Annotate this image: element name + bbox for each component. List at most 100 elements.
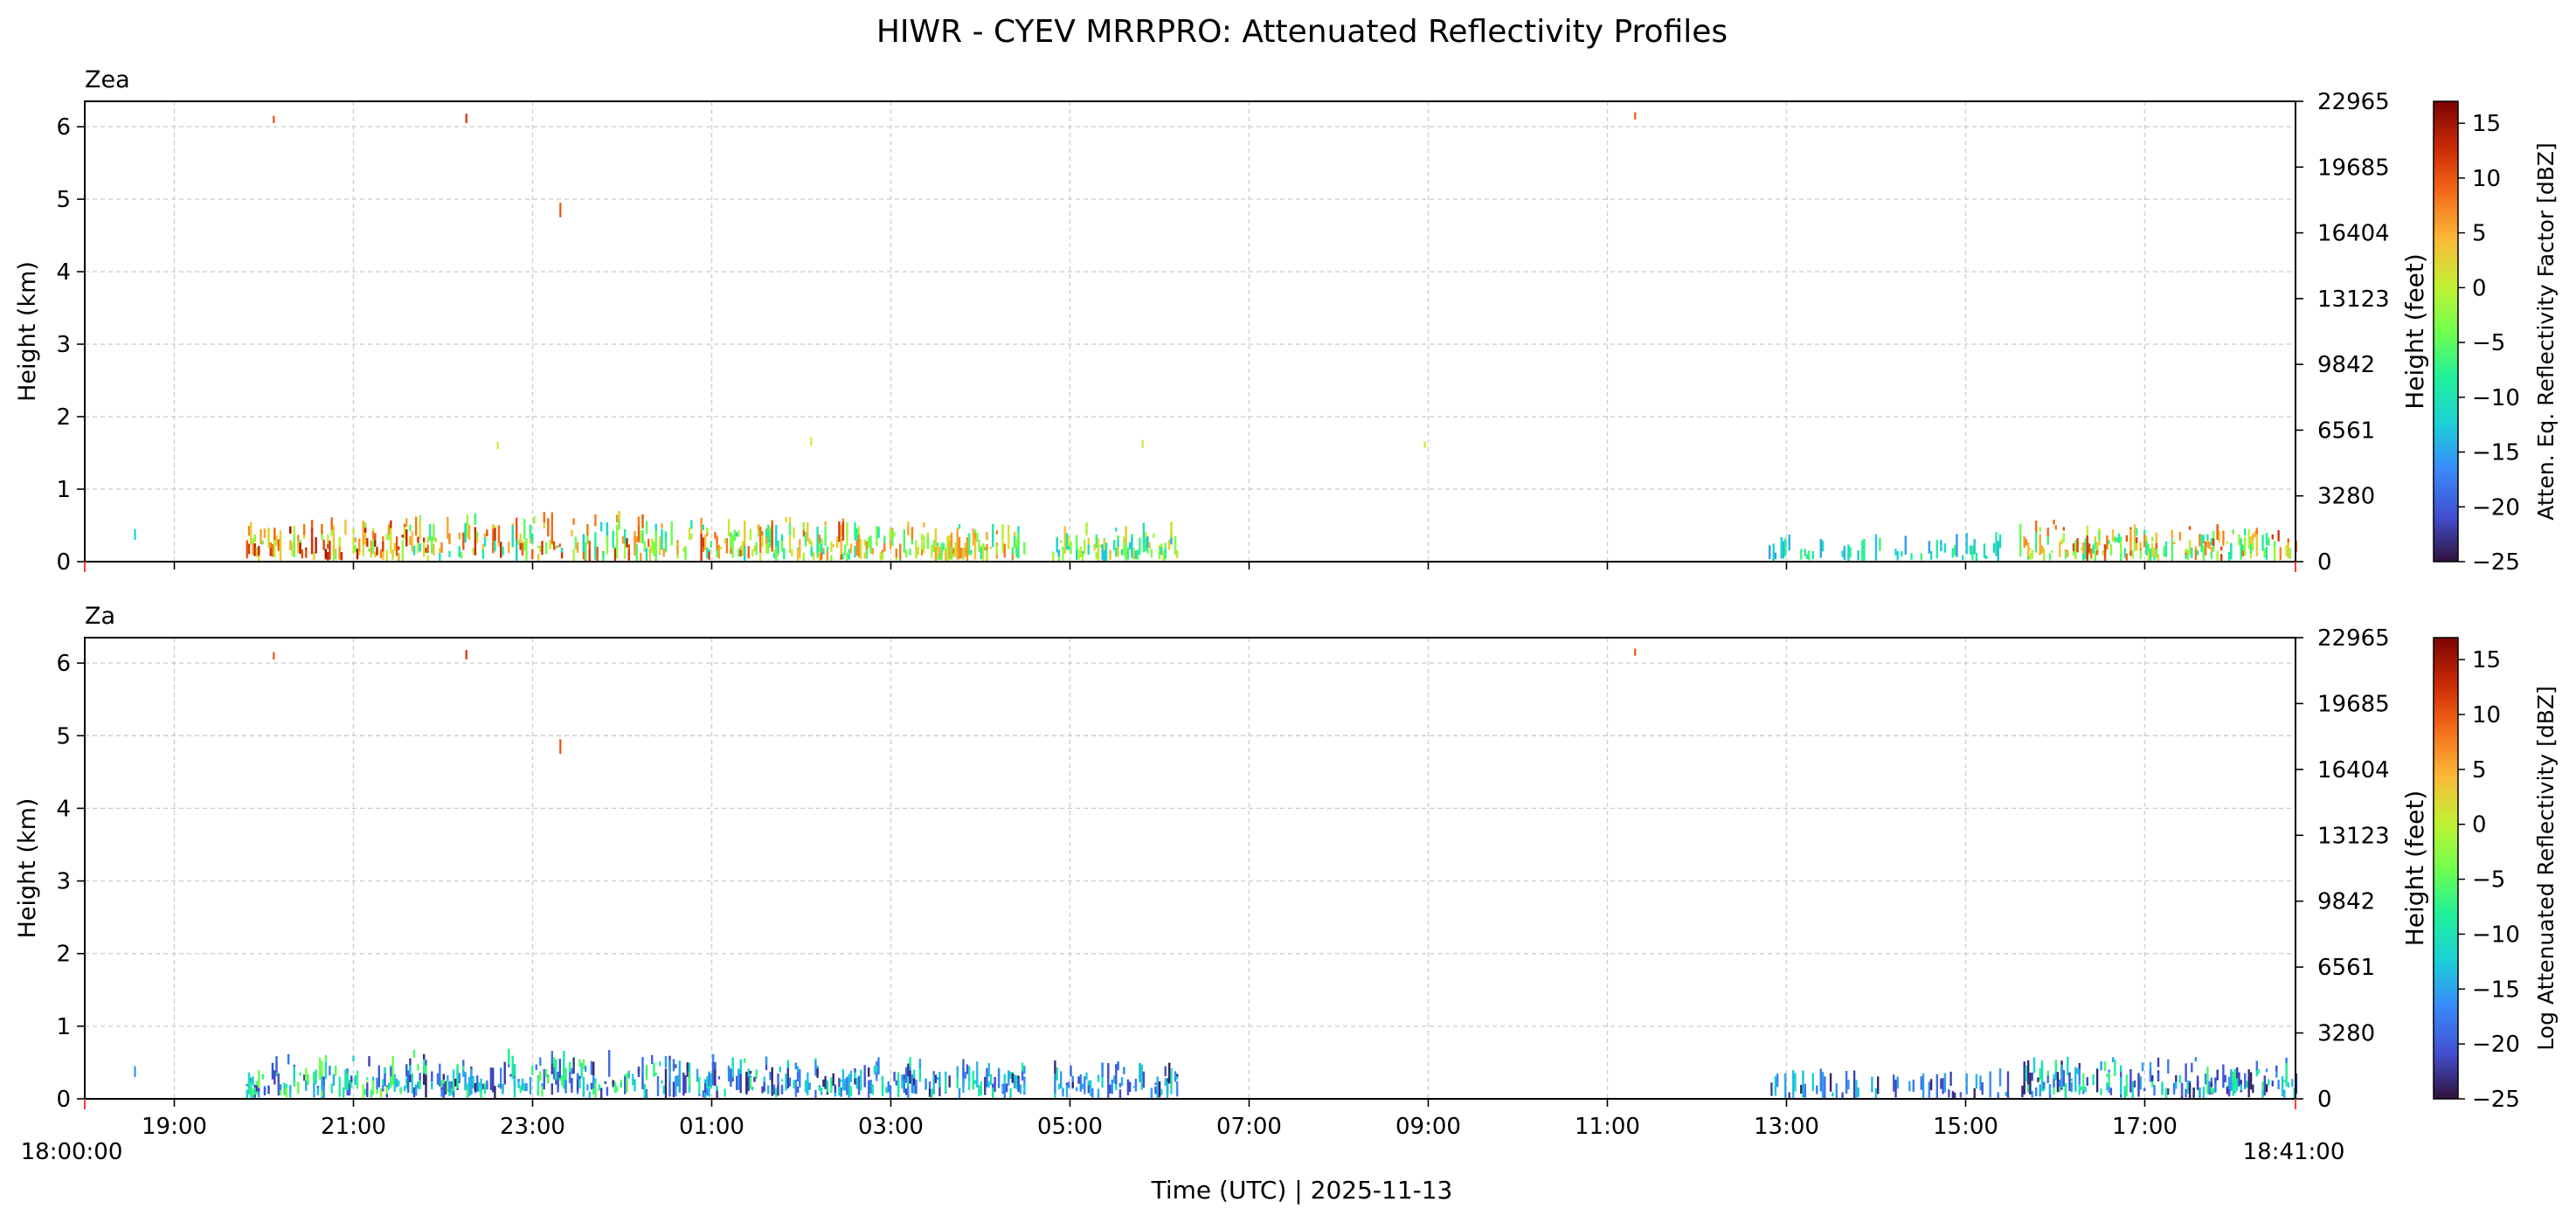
colorbar-tick-label: 5 bbox=[2472, 221, 2487, 247]
reflectivity-cell bbox=[785, 1074, 787, 1091]
reflectivity-cell bbox=[777, 1074, 779, 1085]
reflectivity-cell bbox=[1928, 1081, 1930, 1098]
reflectivity-cell bbox=[1054, 1060, 1056, 1074]
reflectivity-cell bbox=[1929, 550, 1933, 560]
reflectivity-cell bbox=[2255, 1060, 2258, 1073]
reflectivity-cell bbox=[1893, 1074, 1895, 1092]
reflectivity-cell bbox=[364, 529, 367, 545]
reflectivity-cell bbox=[315, 1070, 317, 1085]
reflectivity-cell bbox=[263, 528, 267, 538]
reflectivity-cell bbox=[899, 543, 902, 560]
reflectivity-cell bbox=[931, 544, 933, 558]
reflectivity-cell bbox=[391, 549, 394, 558]
reflectivity-cell bbox=[1023, 1066, 1026, 1074]
reflectivity-cell bbox=[1077, 1076, 1080, 1084]
reflectivity-cell bbox=[531, 549, 534, 560]
reflectivity-cell bbox=[2210, 1077, 2213, 1083]
reflectivity-cell bbox=[1081, 551, 1084, 557]
reflectivity-cell bbox=[255, 547, 259, 557]
reflectivity-cell bbox=[2102, 550, 2105, 556]
reflectivity-cell bbox=[948, 541, 951, 560]
reflectivity-cell bbox=[2194, 549, 2198, 560]
reflectivity-cell bbox=[274, 528, 276, 542]
reflectivity-cell bbox=[739, 1070, 742, 1094]
y2-tick-label: 22965 bbox=[2317, 89, 2390, 115]
reflectivity-cell bbox=[385, 1087, 388, 1094]
reflectivity-cell bbox=[1057, 1083, 1061, 1090]
reflectivity-cell bbox=[252, 543, 254, 556]
reflectivity-cell bbox=[1134, 1081, 1138, 1092]
reflectivity-cell bbox=[2072, 543, 2075, 551]
reflectivity-cell bbox=[1784, 1073, 1787, 1098]
reflectivity-cell bbox=[1126, 1079, 1130, 1095]
reflectivity-cell bbox=[330, 1083, 333, 1086]
y2-tick-label: 3280 bbox=[2317, 1021, 2375, 1047]
reflectivity-cell bbox=[2027, 542, 2030, 557]
reflectivity-cell bbox=[2265, 1084, 2268, 1093]
reflectivity-cell bbox=[826, 1080, 829, 1093]
reflectivity-cell bbox=[1804, 549, 1806, 556]
reflectivity-cell bbox=[2199, 534, 2201, 547]
reflectivity-cell bbox=[945, 548, 947, 561]
reflectivity-cell bbox=[2051, 550, 2053, 553]
reflectivity-cell bbox=[682, 1072, 685, 1096]
reflectivity-cell bbox=[1894, 1080, 1897, 1098]
reflectivity-cell bbox=[855, 528, 858, 542]
reflectivity-cell bbox=[563, 1051, 565, 1073]
reflectivity-cell bbox=[398, 553, 400, 562]
reflectivity-cell bbox=[417, 1081, 419, 1089]
reflectivity-cell bbox=[672, 1081, 675, 1098]
reflectivity-cell bbox=[384, 1067, 386, 1087]
reflectivity-cell bbox=[1788, 535, 1790, 551]
reflectivity-cell bbox=[547, 1076, 550, 1084]
reflectivity-cell bbox=[810, 547, 813, 557]
x-tick-label: 11:00 bbox=[1575, 1114, 1640, 1140]
reflectivity-cell bbox=[1003, 1074, 1006, 1085]
reflectivity-cell bbox=[409, 536, 412, 546]
reflectivity-cell bbox=[258, 1070, 260, 1088]
reflectivity-cell bbox=[247, 543, 251, 555]
reflectivity-cell bbox=[2054, 1060, 2057, 1073]
reflectivity-cell bbox=[344, 519, 347, 535]
colorbar-tick-label: 0 bbox=[2472, 812, 2487, 839]
reflectivity-cell bbox=[814, 1060, 817, 1076]
reflectivity-cell bbox=[428, 524, 432, 541]
reflectivity-cell bbox=[568, 1065, 571, 1084]
reflectivity-cell bbox=[1021, 1071, 1024, 1081]
reflectivity-cell bbox=[2109, 543, 2113, 556]
reflectivity-cell bbox=[2157, 1057, 2160, 1067]
reflectivity-cell bbox=[557, 1072, 559, 1093]
reflectivity-cell bbox=[840, 538, 842, 555]
reflectivity-cell bbox=[920, 542, 924, 550]
reflectivity-cell bbox=[1896, 551, 1899, 561]
reflectivity-cell bbox=[1176, 549, 1179, 559]
reflectivity-cell bbox=[684, 546, 687, 559]
reflectivity-cell bbox=[675, 1064, 677, 1068]
reflectivity-cell bbox=[840, 1087, 842, 1097]
reflectivity-cell bbox=[2062, 1070, 2065, 1087]
reflectivity-cell bbox=[2185, 1063, 2187, 1082]
reflectivity-cell bbox=[474, 527, 477, 556]
reflectivity-cell bbox=[2287, 1082, 2289, 1087]
reflectivity-cell bbox=[2027, 1060, 2030, 1085]
reflectivity-cell bbox=[749, 528, 752, 541]
reflectivity-cell bbox=[1156, 1076, 1159, 1099]
reflectivity-cell bbox=[1634, 648, 1637, 656]
reflectivity-cell bbox=[640, 530, 642, 543]
reflectivity-cell bbox=[1780, 536, 1783, 559]
reflectivity-cell bbox=[807, 521, 809, 542]
colorbar-tick-label: −10 bbox=[2472, 385, 2520, 411]
reflectivity-cell bbox=[2191, 1062, 2193, 1073]
reflectivity-cell bbox=[1929, 1079, 1933, 1091]
reflectivity-cell bbox=[627, 549, 630, 559]
reflectivity-cell bbox=[608, 1050, 611, 1077]
reflectivity-cell bbox=[496, 442, 499, 450]
reflectivity-cell bbox=[958, 524, 961, 529]
reflectivity-cell bbox=[1989, 1071, 1991, 1098]
reflectivity-cell bbox=[1940, 540, 1942, 552]
reflectivity-cell bbox=[818, 1085, 821, 1088]
reflectivity-cell bbox=[744, 529, 746, 560]
reflectivity-cell bbox=[594, 1078, 597, 1085]
reflectivity-cell bbox=[2194, 1057, 2198, 1062]
